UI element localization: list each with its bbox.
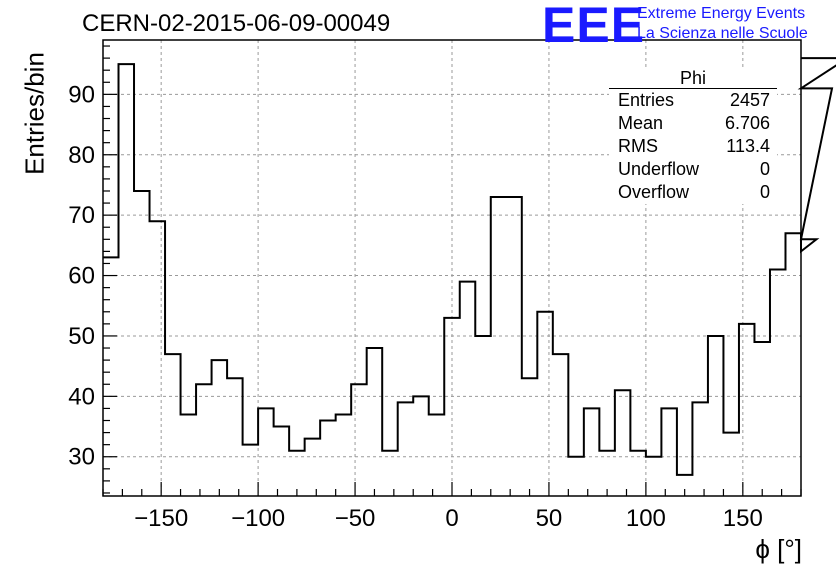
stats-row-entries: Entries 2457 bbox=[609, 89, 777, 112]
stat-value: 113.4 bbox=[726, 136, 770, 156]
stats-row-rms: RMS 113.4 bbox=[609, 135, 777, 158]
axis-tick-labels: −150 −100 −50 0 50 100 150 30 40 50 60 70 80 90 bbox=[68, 81, 763, 532]
x-tick-label: −100 bbox=[231, 505, 285, 532]
eee-logo: EEE bbox=[542, 0, 646, 53]
stats-row-mean: Mean 6.706 bbox=[609, 112, 777, 135]
stat-label: Mean bbox=[618, 113, 664, 133]
stat-label: Overflow bbox=[618, 182, 690, 202]
y-tick-label: 90 bbox=[68, 81, 95, 108]
axis-ticks bbox=[102, 45, 802, 496]
y-tick-label: 70 bbox=[68, 202, 95, 229]
x-tick-label: 50 bbox=[536, 505, 563, 532]
stat-value: 2457 bbox=[729, 90, 770, 110]
stats-box: Phi Entries 2457 Mean 6.706 RMS 113.4 Under… bbox=[609, 68, 777, 204]
logo-line-2: La Scienza nelle Scuole bbox=[637, 25, 808, 42]
y-axis-label: Entries/bin bbox=[19, 52, 50, 175]
y-tick-label: 80 bbox=[68, 142, 95, 169]
x-tick-label: 0 bbox=[445, 505, 458, 532]
y-tick-label: 40 bbox=[68, 383, 95, 410]
y-tick-label: 60 bbox=[68, 263, 95, 290]
stat-value: 0 bbox=[759, 182, 770, 202]
stat-label: Underflow bbox=[618, 159, 700, 179]
y-tick-label: 30 bbox=[68, 444, 95, 471]
stat-label: Entries bbox=[618, 90, 675, 110]
x-tick-label: 100 bbox=[626, 505, 666, 532]
stat-value: 6.706 bbox=[724, 113, 770, 133]
x-axis-label: ϕ [°] bbox=[755, 534, 802, 564]
x-tick-label: −150 bbox=[134, 505, 188, 532]
y-tick-label: 50 bbox=[68, 323, 95, 350]
histogram-outline bbox=[103, 57, 836, 476]
chart-title: CERN-02-2015-06-09-00049 bbox=[82, 10, 391, 37]
x-tick-label: −50 bbox=[335, 505, 376, 532]
stats-row-underflow: Underflow 0 bbox=[609, 158, 777, 181]
logo-line-1: Extreme Energy Events bbox=[637, 5, 806, 22]
stats-row-overflow: Overflow 0 bbox=[609, 181, 777, 204]
logo-text: Extreme Energy Events La Scienza nelle S… bbox=[637, 4, 808, 44]
stat-value: 0 bbox=[759, 159, 770, 179]
stat-label: RMS bbox=[618, 136, 658, 156]
x-tick-label: 150 bbox=[723, 505, 763, 532]
stats-title: Phi bbox=[609, 68, 777, 89]
